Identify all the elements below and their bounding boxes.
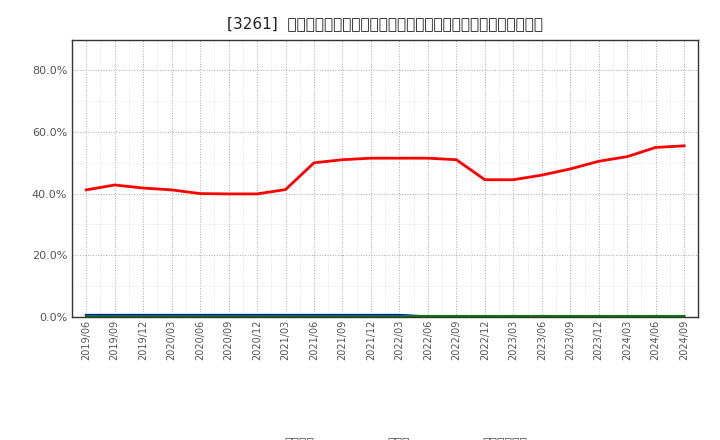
繰延税金資産 <box>680 314 688 319</box>
のれん <box>623 314 631 319</box>
繰延税金資産 <box>167 314 176 319</box>
繰延税金資産 <box>480 314 489 319</box>
繰延税金資産 <box>509 314 518 319</box>
繰延税金資産 <box>423 314 432 319</box>
のれん <box>509 314 518 319</box>
のれん <box>366 312 375 318</box>
自己資本 <box>196 191 204 196</box>
繰延税金資産 <box>338 314 347 319</box>
自己資本 <box>253 191 261 197</box>
繰延税金資産 <box>282 314 290 319</box>
のれん <box>82 312 91 318</box>
繰延税金資産 <box>566 314 575 319</box>
のれん <box>595 314 603 319</box>
のれん <box>395 312 404 318</box>
自己資本 <box>566 166 575 172</box>
繰延税金資産 <box>623 314 631 319</box>
Title: [3261]  自己資本、のれん、繰延税金資産の総資産に対する比率の推移: [3261] 自己資本、のれん、繰延税金資産の総資産に対する比率の推移 <box>228 16 543 32</box>
自己資本 <box>225 191 233 197</box>
繰延税金資産 <box>82 314 91 319</box>
のれん <box>566 314 575 319</box>
自己資本 <box>395 155 404 161</box>
Line: 自己資本: 自己資本 <box>86 146 684 194</box>
自己資本 <box>366 155 375 161</box>
自己資本 <box>537 172 546 178</box>
繰延税金資産 <box>225 314 233 319</box>
自己資本 <box>282 187 290 192</box>
のれん <box>537 314 546 319</box>
自己資本 <box>423 155 432 161</box>
のれん <box>652 314 660 319</box>
のれん <box>282 312 290 318</box>
繰延税金資産 <box>196 314 204 319</box>
のれん <box>680 314 688 319</box>
のれん <box>167 312 176 318</box>
のれん <box>338 312 347 318</box>
自己資本 <box>480 177 489 182</box>
自己資本 <box>452 157 461 162</box>
のれん <box>310 312 318 318</box>
のれん <box>423 314 432 319</box>
のれん <box>139 312 148 318</box>
のれん <box>480 314 489 319</box>
のれん <box>110 312 119 318</box>
のれん <box>196 312 204 318</box>
Legend: 自己資本, のれん, 繰延税金資産: 自己資本, のれん, 繰延税金資産 <box>238 432 532 440</box>
自己資本 <box>139 185 148 191</box>
繰延税金資産 <box>537 314 546 319</box>
自己資本 <box>338 157 347 162</box>
繰延税金資産 <box>366 314 375 319</box>
繰延税金資産 <box>253 314 261 319</box>
のれん <box>253 312 261 318</box>
自己資本 <box>680 143 688 148</box>
自己資本 <box>310 160 318 165</box>
自己資本 <box>652 145 660 150</box>
自己資本 <box>82 187 91 193</box>
繰延税金資産 <box>139 314 148 319</box>
繰延税金資産 <box>652 314 660 319</box>
繰延税金資産 <box>595 314 603 319</box>
繰延税金資産 <box>452 314 461 319</box>
Line: のれん: のれん <box>86 315 684 317</box>
のれん <box>225 312 233 318</box>
繰延税金資産 <box>310 314 318 319</box>
繰延税金資産 <box>395 314 404 319</box>
繰延税金資産 <box>110 314 119 319</box>
のれん <box>452 314 461 319</box>
自己資本 <box>623 154 631 159</box>
自己資本 <box>509 177 518 182</box>
自己資本 <box>595 158 603 164</box>
自己資本 <box>167 187 176 193</box>
自己資本 <box>110 182 119 187</box>
